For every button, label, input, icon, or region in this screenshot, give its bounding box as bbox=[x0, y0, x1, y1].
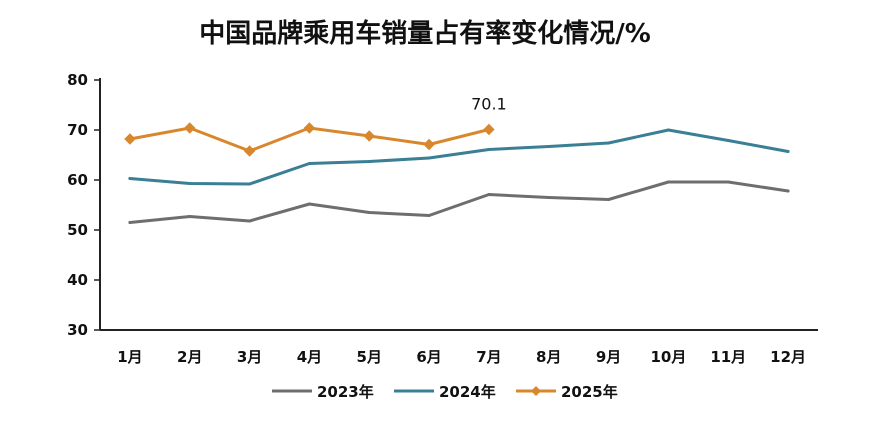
x-tick-label: 10月 bbox=[650, 348, 686, 366]
series-layer bbox=[124, 122, 790, 224]
series-2023年 bbox=[128, 180, 790, 224]
x-tick-label: 4月 bbox=[297, 348, 322, 366]
y-tick-label: 50 bbox=[67, 221, 88, 239]
x-tick-label: 8月 bbox=[536, 348, 561, 366]
data-point bbox=[483, 123, 495, 136]
x-tick-label: 11月 bbox=[710, 348, 746, 366]
y-tick-label: 30 bbox=[67, 321, 88, 339]
data-point bbox=[607, 198, 611, 201]
series-line bbox=[128, 128, 790, 186]
data-point bbox=[547, 196, 551, 199]
data-point bbox=[188, 182, 192, 185]
data-point bbox=[726, 180, 730, 184]
data-point bbox=[487, 193, 491, 196]
x-tick-label: 5月 bbox=[357, 348, 382, 366]
y-ticks: 30 40 50 60 70 80 bbox=[67, 71, 100, 339]
legend-marker bbox=[531, 386, 541, 396]
legend-label: 2025年 bbox=[561, 383, 618, 401]
x-tick-label: 3月 bbox=[237, 348, 262, 366]
data-point bbox=[303, 122, 316, 134]
data-label: 70.1 bbox=[471, 95, 507, 114]
data-point bbox=[487, 148, 491, 151]
x-tick-label: 6月 bbox=[416, 348, 441, 366]
data-point bbox=[307, 202, 311, 206]
x-tick-label: 7月 bbox=[476, 348, 501, 366]
annotations: 70.1 bbox=[471, 95, 507, 114]
data-point bbox=[367, 160, 371, 163]
data-point bbox=[243, 145, 256, 157]
legend-item: 2024年 bbox=[394, 383, 496, 401]
data-point bbox=[666, 128, 670, 132]
x-ticks: 1月 2月 3月 4月 5月 6月 7月 8月 9月 10月 11月 12月 bbox=[117, 348, 806, 366]
legend-item: 2023年 bbox=[272, 383, 374, 401]
data-point bbox=[307, 162, 311, 165]
data-point bbox=[607, 141, 611, 145]
legend: 2023年 2024年 2025年 bbox=[272, 383, 618, 401]
data-point bbox=[423, 138, 435, 151]
data-point bbox=[427, 214, 431, 217]
data-point bbox=[666, 180, 670, 184]
data-point bbox=[786, 189, 790, 193]
data-point bbox=[248, 219, 252, 223]
series-2025年 bbox=[124, 122, 495, 157]
x-tick-label: 1月 bbox=[117, 348, 142, 366]
data-point bbox=[248, 182, 252, 186]
data-point bbox=[726, 139, 730, 142]
data-point bbox=[188, 215, 192, 218]
data-point bbox=[367, 211, 371, 214]
data-point bbox=[128, 221, 132, 224]
series-line bbox=[128, 180, 790, 224]
legend-label: 2023年 bbox=[317, 383, 374, 401]
y-tick-label: 60 bbox=[67, 171, 88, 189]
data-point bbox=[124, 133, 136, 145]
data-point bbox=[427, 156, 431, 160]
x-tick-label: 2月 bbox=[177, 348, 202, 366]
y-tick-label: 40 bbox=[67, 271, 88, 289]
legend-label: 2024年 bbox=[439, 383, 496, 401]
y-tick-label: 80 bbox=[67, 71, 88, 89]
data-point bbox=[547, 145, 551, 148]
legend-item: 2025年 bbox=[516, 383, 618, 401]
series-2024年 bbox=[128, 128, 790, 186]
x-tick-label: 12月 bbox=[770, 348, 806, 366]
x-tick-label: 9月 bbox=[596, 348, 621, 366]
data-point bbox=[128, 177, 132, 180]
data-point bbox=[786, 150, 790, 153]
data-point bbox=[363, 130, 375, 142]
chart-title: 中国品牌乘用车销量占有率变化情况/% bbox=[199, 18, 651, 49]
data-point bbox=[184, 122, 196, 134]
y-tick-label: 70 bbox=[67, 121, 88, 139]
